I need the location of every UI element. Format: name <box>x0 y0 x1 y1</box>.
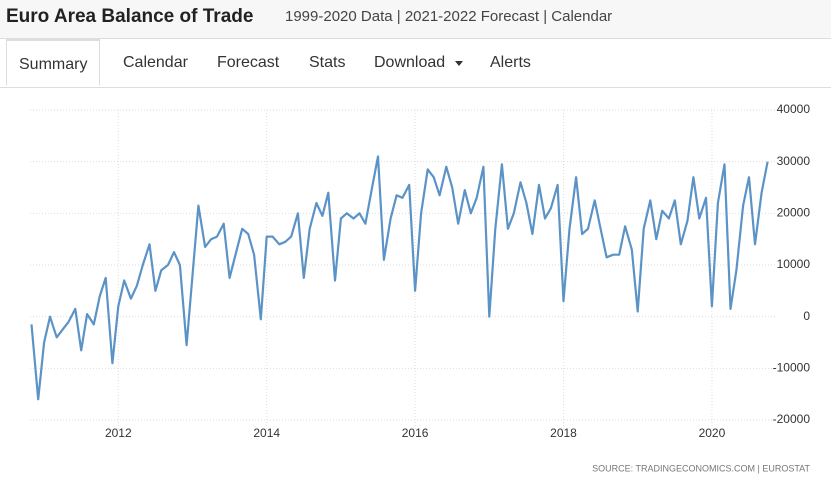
dropdown-caret <box>455 61 463 66</box>
x-tick-label: 2014 <box>253 426 280 440</box>
x-tick-label: 2018 <box>550 426 577 440</box>
page-subtitle[interactable]: 1999-2020 Data | 2021-2022 Forecast | Ca… <box>285 8 613 25</box>
y-tick-label: 0 <box>803 309 810 323</box>
tab-bar: Summary Calendar Forecast Stats Download… <box>0 39 831 88</box>
tab[interactable]: Download <box>374 54 446 71</box>
y-tick-label: 30000 <box>777 154 811 168</box>
tab[interactable]: Calendar <box>123 54 188 71</box>
page-title: Euro Area Balance of Trade <box>6 6 254 27</box>
y-tick-label: -10000 <box>773 361 811 375</box>
y-tick-label: -20000 <box>773 412 811 426</box>
tab[interactable]: Summary <box>6 39 101 86</box>
x-tick-label: 2012 <box>105 426 132 440</box>
y-tick-label: 20000 <box>777 206 811 220</box>
x-tick-label: 2016 <box>402 426 429 440</box>
tab[interactable]: Forecast <box>217 54 280 71</box>
header: Euro Area Balance of Trade 1999-2020 Dat… <box>0 0 831 39</box>
y-tick-label: 40000 <box>777 102 811 116</box>
chart: SOURCE: TRADINGECONOMICS.COM | EUROSTAT … <box>30 102 811 473</box>
x-tick-label: 2020 <box>699 426 726 440</box>
tab[interactable]: Alerts <box>490 54 531 71</box>
data-line <box>30 155 769 401</box>
tab[interactable]: Stats <box>309 54 346 71</box>
y-tick-label: 10000 <box>777 257 811 271</box>
source: SOURCE: TRADINGECONOMICS.COM | EUROSTAT <box>592 463 810 473</box>
